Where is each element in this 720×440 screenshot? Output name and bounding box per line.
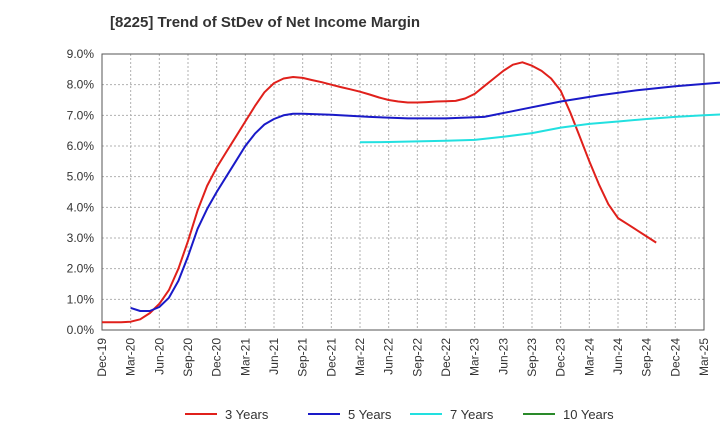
legend-label-7-years: 7 Years — [450, 407, 494, 422]
x-tick-label: Jun-21 — [267, 338, 281, 375]
y-tick-label: 6.0% — [67, 139, 95, 153]
legend-label-10-years: 10 Years — [563, 407, 614, 422]
y-tick-label: 2.0% — [67, 262, 95, 276]
x-tick-label: Sep-22 — [410, 338, 424, 377]
legend-label-3-years: 3 Years — [225, 407, 269, 422]
x-tick-label: Dec-24 — [668, 338, 682, 377]
plot-frame — [101, 53, 705, 331]
x-tick-label: Mar-22 — [353, 338, 367, 376]
x-tick-label: Mar-24 — [582, 338, 596, 376]
x-tick-label: Sep-24 — [640, 338, 654, 377]
y-tick-label: 9.0% — [67, 47, 95, 61]
x-tick-label: Dec-21 — [324, 338, 338, 377]
series-line-5-years — [130, 81, 720, 312]
y-tick-label: 8.0% — [67, 78, 95, 92]
x-tick-label: Dec-19 — [95, 338, 109, 377]
x-tick-label: Mar-21 — [238, 338, 252, 376]
x-tick-label: Jun-22 — [382, 338, 396, 375]
y-tick-label: 5.0% — [67, 170, 95, 184]
x-tick-label: Dec-20 — [210, 338, 224, 377]
x-tick-label: Dec-22 — [439, 338, 453, 377]
x-tick-label: Sep-21 — [296, 338, 310, 377]
y-tick-label: 0.0% — [67, 323, 95, 337]
y-tick-label: 4.0% — [67, 200, 95, 214]
x-tick-label: Sep-20 — [181, 338, 195, 377]
x-tick-label: Mar-20 — [124, 338, 138, 376]
x-tick-label: Dec-23 — [554, 338, 568, 377]
legend-label-5-years: 5 Years — [348, 407, 392, 422]
x-tick-label: Sep-23 — [525, 338, 539, 377]
y-tick-label: 7.0% — [67, 108, 95, 122]
x-tick-label: Jun-20 — [152, 338, 166, 375]
x-tick-label: Mar-23 — [468, 338, 482, 376]
x-tick-label: Mar-25 — [697, 338, 711, 376]
series-line-3-years — [102, 61, 657, 324]
y-tick-label: 1.0% — [67, 292, 95, 306]
chart-title: [8225] Trend of StDev of Net Income Marg… — [110, 14, 421, 31]
y-tick-label: 3.0% — [67, 231, 95, 245]
series-line-7-years — [359, 113, 720, 144]
x-tick-label: Jun-24 — [611, 338, 625, 375]
x-tick-label: Jun-23 — [496, 338, 510, 375]
